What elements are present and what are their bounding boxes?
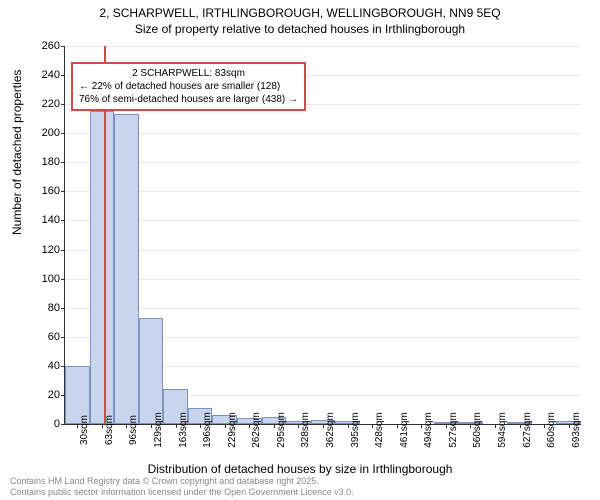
xtick-label: 362sqm — [325, 412, 336, 448]
xtick-label: 461sqm — [399, 412, 410, 448]
footer-line-1: Contains HM Land Registry data © Crown c… — [10, 476, 354, 487]
xtick-label: 229sqm — [227, 412, 238, 448]
xtick-mark — [520, 424, 521, 428]
ytick-label: 80 — [30, 302, 60, 314]
gridline — [65, 162, 581, 163]
y-axis-label: Number of detached properties — [10, 70, 24, 235]
gridline — [65, 133, 581, 134]
x-axis-label: Distribution of detached houses by size … — [0, 462, 600, 476]
ytick-mark — [61, 162, 65, 163]
xtick-label: 395sqm — [350, 412, 361, 448]
xtick-label: 494sqm — [423, 412, 434, 448]
gridline — [65, 279, 581, 280]
ytick-mark — [61, 104, 65, 105]
ytick-label: 200 — [30, 127, 60, 139]
ytick-mark — [61, 337, 65, 338]
xtick-label: 627sqm — [522, 412, 533, 448]
ytick-label: 240 — [30, 69, 60, 81]
ytick-label: 20 — [30, 389, 60, 401]
ytick-mark — [61, 279, 65, 280]
ytick-label: 220 — [30, 98, 60, 110]
annotation-box: 2 SCHARPWELL: 83sqm ← 22% of detached ho… — [71, 62, 306, 111]
xtick-label: 96sqm — [128, 415, 139, 445]
ytick-label: 40 — [30, 360, 60, 372]
ytick-mark — [61, 220, 65, 221]
ytick-label: 140 — [30, 214, 60, 226]
ytick-mark — [61, 308, 65, 309]
gridline — [65, 308, 581, 309]
xtick-label: 428sqm — [374, 412, 385, 448]
ytick-mark — [61, 250, 65, 251]
xtick-mark — [225, 424, 226, 428]
xtick-mark — [348, 424, 349, 428]
ytick-label: 160 — [30, 185, 60, 197]
gridline — [65, 250, 581, 251]
plot-area: 2 SCHARPWELL: 83sqm ← 22% of detached ho… — [64, 46, 581, 425]
ytick-mark — [61, 424, 65, 425]
ytick-label: 60 — [30, 331, 60, 343]
ytick-label: 0 — [30, 418, 60, 430]
ytick-mark — [61, 46, 65, 47]
title-line-1: 2, SCHARPWELL, IRTHLINGBOROUGH, WELLINGB… — [0, 6, 600, 22]
xtick-mark — [200, 424, 201, 428]
footer-attribution: Contains HM Land Registry data © Crown c… — [10, 476, 354, 498]
chart-container: 2, SCHARPWELL, IRTHLINGBOROUGH, WELLINGB… — [0, 0, 600, 500]
ytick-label: 180 — [30, 156, 60, 168]
xtick-mark — [151, 424, 152, 428]
ytick-label: 260 — [30, 40, 60, 52]
annotation-line-3: 76% of semi-detached houses are larger (… — [79, 93, 298, 106]
xtick-label: 262sqm — [251, 412, 262, 448]
histogram-bar — [90, 111, 115, 424]
gridline — [65, 191, 581, 192]
xtick-mark — [397, 424, 398, 428]
footer-line-2: Contains public sector information licen… — [10, 487, 354, 498]
chart-title: 2, SCHARPWELL, IRTHLINGBOROUGH, WELLINGB… — [0, 0, 600, 37]
xtick-label: 63sqm — [104, 415, 115, 445]
annotation-line-2: ← 22% of detached houses are smaller (12… — [79, 80, 298, 93]
xtick-label: 163sqm — [178, 412, 189, 448]
xtick-mark — [446, 424, 447, 428]
xtick-mark — [495, 424, 496, 428]
xtick-label: 129sqm — [153, 412, 164, 448]
annotation-line-1: 2 SCHARPWELL: 83sqm — [79, 67, 298, 80]
gridline — [65, 46, 581, 47]
xtick-mark — [274, 424, 275, 428]
title-line-2: Size of property relative to detached ho… — [0, 22, 600, 38]
xtick-mark — [323, 424, 324, 428]
ytick-mark — [61, 133, 65, 134]
xtick-mark — [102, 424, 103, 428]
xtick-label: 328sqm — [300, 412, 311, 448]
xtick-label: 196sqm — [202, 412, 213, 448]
xtick-label: 693sqm — [571, 412, 582, 448]
xtick-mark — [176, 424, 177, 428]
xtick-label: 560sqm — [472, 412, 483, 448]
xtick-mark — [544, 424, 545, 428]
ytick-label: 120 — [30, 244, 60, 256]
ytick-mark — [61, 75, 65, 76]
xtick-label: 594sqm — [497, 412, 508, 448]
xtick-mark — [372, 424, 373, 428]
histogram-bar — [139, 318, 164, 424]
xtick-label: 660sqm — [546, 412, 557, 448]
gridline — [65, 220, 581, 221]
xtick-label: 527sqm — [448, 412, 459, 448]
xtick-mark — [569, 424, 570, 428]
xtick-label: 295sqm — [276, 412, 287, 448]
ytick-label: 100 — [30, 273, 60, 285]
ytick-mark — [61, 191, 65, 192]
histogram-bar — [114, 114, 139, 424]
xtick-label: 30sqm — [79, 415, 90, 445]
